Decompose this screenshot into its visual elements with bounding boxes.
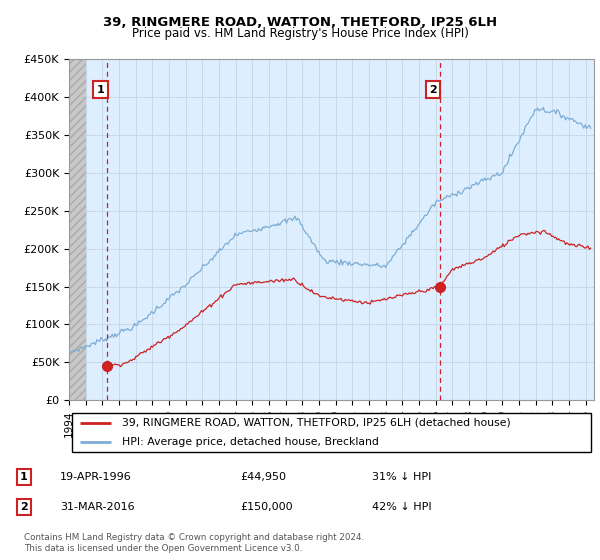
Text: 39, RINGMERE ROAD, WATTON, THETFORD, IP25 6LH (detached house): 39, RINGMERE ROAD, WATTON, THETFORD, IP2…	[121, 418, 510, 428]
Text: HPI: Average price, detached house, Breckland: HPI: Average price, detached house, Brec…	[121, 437, 379, 447]
Text: 19-APR-1996: 19-APR-1996	[60, 472, 132, 482]
Text: 2: 2	[20, 502, 28, 512]
Text: Contains HM Land Registry data © Crown copyright and database right 2024.
This d: Contains HM Land Registry data © Crown c…	[24, 533, 364, 553]
Text: 42% ↓ HPI: 42% ↓ HPI	[372, 502, 431, 512]
Text: 1: 1	[20, 472, 28, 482]
Text: 1: 1	[97, 85, 104, 95]
FancyBboxPatch shape	[71, 413, 592, 452]
Text: 2: 2	[429, 85, 437, 95]
Text: £44,950: £44,950	[240, 472, 286, 482]
Text: £150,000: £150,000	[240, 502, 293, 512]
Text: 31% ↓ HPI: 31% ↓ HPI	[372, 472, 431, 482]
Text: 39, RINGMERE ROAD, WATTON, THETFORD, IP25 6LH: 39, RINGMERE ROAD, WATTON, THETFORD, IP2…	[103, 16, 497, 29]
Text: 31-MAR-2016: 31-MAR-2016	[60, 502, 134, 512]
Bar	[69, 59, 86, 400]
Text: Price paid vs. HM Land Registry's House Price Index (HPI): Price paid vs. HM Land Registry's House …	[131, 27, 469, 40]
